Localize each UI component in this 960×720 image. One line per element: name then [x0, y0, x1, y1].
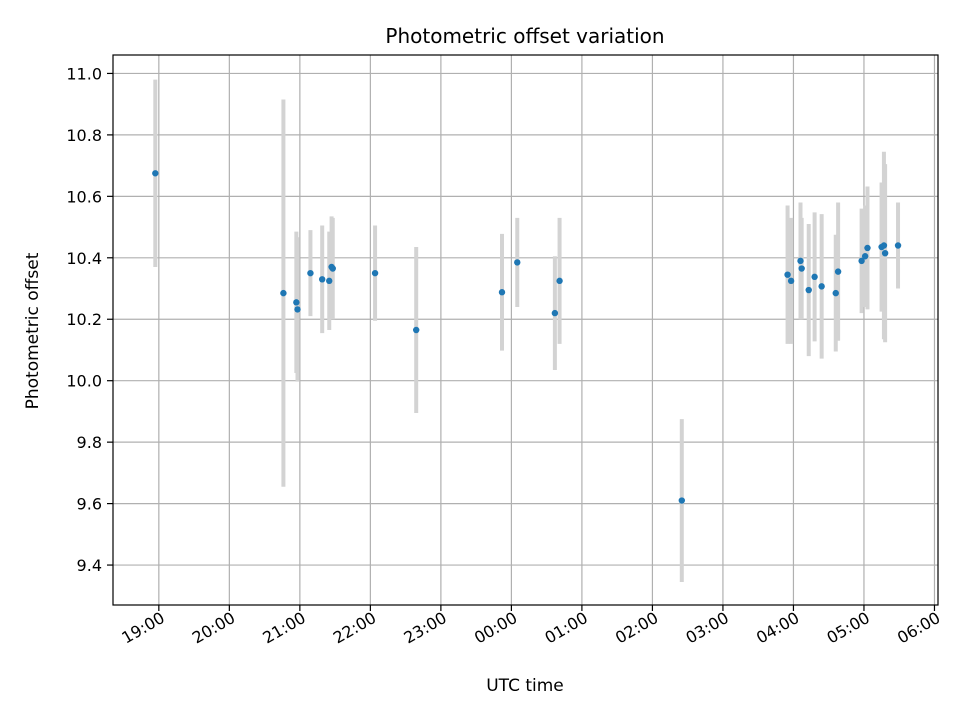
- y-tick-label: 11.0: [66, 64, 102, 83]
- data-point: [329, 265, 336, 272]
- x-tick-label: 03:00: [683, 608, 732, 648]
- x-tick-label: 21:00: [259, 608, 308, 648]
- data-point: [784, 271, 791, 278]
- data-point: [861, 253, 869, 260]
- data-point: [280, 289, 287, 297]
- data-point: [797, 257, 804, 265]
- data-point: [498, 289, 506, 296]
- y-tick-label: 10.8: [66, 126, 102, 145]
- data-points: [152, 170, 902, 504]
- data-point: [881, 249, 889, 257]
- error-bars: [153, 79, 901, 582]
- y-tick-label: 10.2: [66, 310, 102, 329]
- y-tick-label: 9.6: [77, 495, 102, 514]
- data-point: [787, 277, 795, 285]
- x-tick-label: 01:00: [541, 608, 590, 648]
- y-axis-label: Photometric offset: [23, 252, 43, 409]
- y-tick-label: 9.4: [77, 556, 102, 575]
- x-tick-label: 22:00: [330, 608, 379, 648]
- data-point: [307, 269, 314, 277]
- x-tick-label: 20:00: [189, 608, 238, 648]
- x-tick-label: 05:00: [824, 608, 873, 648]
- axis-ticks: 9.4 9.6 9.8 10.0 10.2 10.4 10.6 10.8 11.0 19:00 20…: [66, 64, 943, 647]
- data-point: [326, 277, 333, 285]
- data-point: [556, 277, 563, 285]
- grid-lines: [113, 55, 938, 605]
- x-tick-label: 04:00: [753, 608, 802, 648]
- data-point: [514, 259, 521, 266]
- data-point: [371, 269, 379, 277]
- data-point: [858, 257, 865, 265]
- data-point: [294, 306, 301, 313]
- y-tick-label: 10.4: [66, 249, 102, 268]
- data-point: [805, 286, 812, 294]
- data-point: [834, 268, 842, 275]
- data-point: [318, 276, 326, 283]
- data-point: [832, 289, 839, 297]
- x-tick-label: 19:00: [118, 608, 167, 648]
- data-point: [551, 309, 559, 317]
- data-point: [864, 244, 871, 252]
- data-point: [894, 242, 902, 249]
- x-tick-label: 02:00: [612, 608, 661, 648]
- data-point: [811, 273, 818, 281]
- data-point: [413, 326, 420, 334]
- x-tick-label: 06:00: [894, 608, 943, 648]
- data-point: [678, 497, 686, 504]
- x-tick-label: 00:00: [471, 608, 520, 648]
- x-tick-label: 23:00: [400, 608, 449, 648]
- plot-frame: [112, 54, 939, 606]
- y-tick-label: 10.0: [66, 372, 102, 391]
- data-point: [818, 283, 825, 290]
- y-tick-label: 9.8: [77, 433, 102, 452]
- x-axis-label: UTC time: [486, 676, 564, 696]
- data-point: [798, 265, 805, 272]
- data-point: [152, 170, 159, 177]
- chart-title: Photometric offset variation: [385, 24, 664, 48]
- data-point: [880, 242, 888, 249]
- y-tick-label: 10.6: [66, 187, 102, 206]
- data-point: [293, 299, 300, 306]
